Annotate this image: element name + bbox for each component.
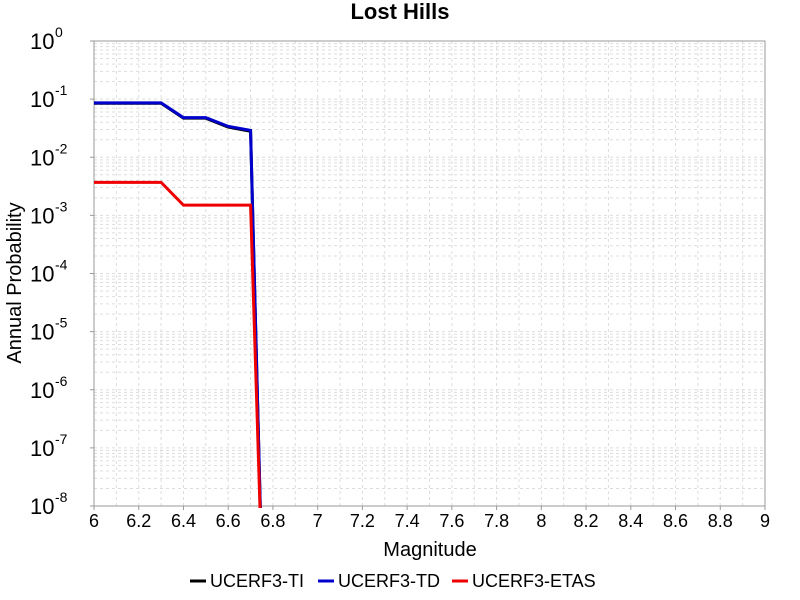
x-tick-label: 8 (536, 511, 546, 531)
x-tick-label: 6.8 (260, 511, 285, 531)
grid (93, 41, 766, 507)
y-tick-label-base: 10 (30, 320, 54, 345)
y-tick-label-exponent: -7 (55, 431, 68, 447)
x-tick-label: 6.6 (216, 511, 241, 531)
x-axis-label: Magnitude (383, 539, 476, 561)
x-tick-label: 7.4 (395, 511, 420, 531)
y-tick-label-exponent: -8 (55, 489, 68, 505)
y-tick-label-exponent: -5 (55, 315, 68, 331)
y-tick-label-exponent: -4 (55, 257, 68, 273)
y-tick-label-base: 10 (30, 262, 54, 287)
legend: UCERF3-TI UCERF3-TD UCERF3-ETAS (190, 571, 596, 591)
x-tick-label: 8.2 (574, 511, 599, 531)
x-tick-label: 7.6 (439, 511, 464, 531)
x-tick-label: 8.6 (663, 511, 688, 531)
y-tick-label-exponent: -3 (55, 198, 68, 214)
series-lines (94, 101, 262, 508)
y-tick-label-exponent: -6 (55, 373, 68, 389)
y-tick-label-base: 10 (30, 145, 54, 170)
y-tick-label-base: 10 (30, 203, 54, 228)
x-tick-label: 6.2 (126, 511, 151, 531)
x-tick-label: 6.4 (171, 511, 196, 531)
x-tick-labels: 6 6.2 6.4 6.6 6.8 7 7.2 7.4 7.6 7.8 8 8.2 8.4 8.6 8.8 9 (89, 506, 770, 531)
y-tick-label-base: 10 (30, 436, 54, 461)
x-tick-label: 8.8 (708, 511, 733, 531)
x-tick-label: 7 (313, 511, 323, 531)
legend-label-ucerf3-td: UCERF3-TD (338, 571, 440, 591)
series-line-ucerf3-ti (94, 101, 262, 508)
y-tick-label-base: 10 (30, 29, 54, 54)
y-tick-label-base: 10 (30, 378, 54, 403)
x-tick-label: 6 (89, 511, 99, 531)
y-tick-label-exponent: -2 (55, 140, 68, 156)
y-tick-label-base: 10 (30, 87, 54, 112)
legend-label-ucerf3-etas: UCERF3-ETAS (472, 571, 596, 591)
y-tick-label-exponent: 0 (55, 24, 63, 40)
x-tick-label: 8.4 (618, 511, 643, 531)
series-line-ucerf3-etas (94, 180, 262, 508)
series-line-ucerf3-td (94, 101, 262, 508)
x-tick-label: 7.8 (484, 511, 509, 531)
y-axis-label: Annual Probability (4, 202, 26, 363)
y-tick-label-exponent: -1 (55, 82, 68, 98)
y-tick-label-base: 10 (30, 494, 54, 519)
legend-label-ucerf3-ti: UCERF3-TI (210, 571, 304, 591)
chart-title: Lost Hills (350, 0, 449, 24)
x-tick-label: 7.2 (350, 511, 375, 531)
x-tick-label: 9 (760, 511, 770, 531)
